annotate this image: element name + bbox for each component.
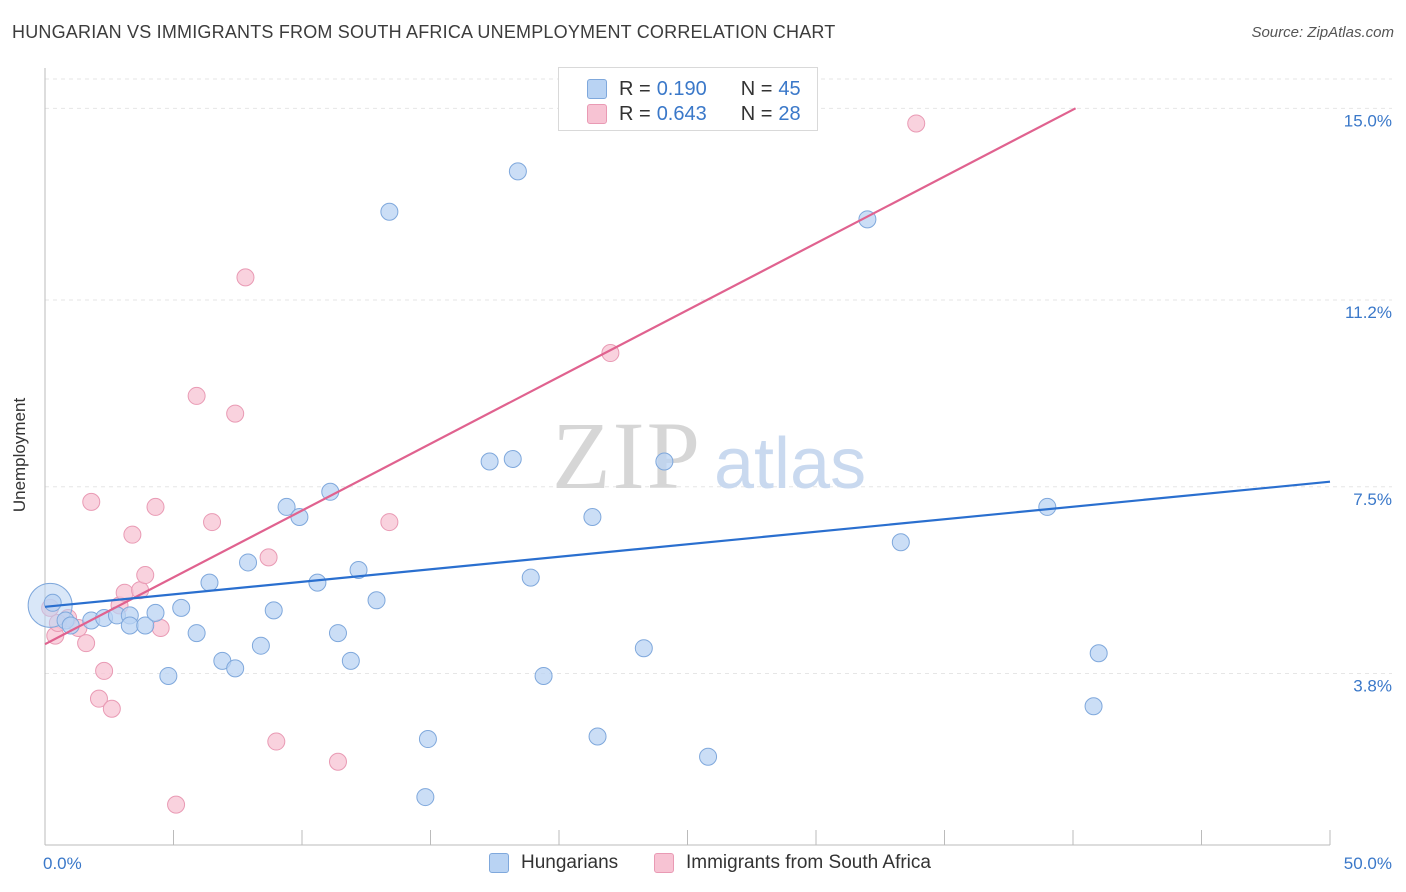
data-point [891, 533, 910, 552]
data-point [264, 601, 283, 620]
data-point [534, 666, 553, 685]
legend-item-immigrants[interactable]: Immigrants from South Africa [654, 852, 931, 874]
data-point [167, 795, 186, 814]
x-tick-label: 50.0% [1344, 854, 1392, 873]
data-point [341, 651, 360, 670]
legend-label-immigrants: Immigrants from South Africa [686, 852, 931, 873]
data-point [277, 497, 296, 516]
legend-swatch-pink [654, 853, 674, 873]
legend-item-hungarians[interactable]: Hungarians [489, 852, 618, 874]
data-point [239, 553, 258, 572]
data-point [503, 450, 522, 468]
series-legend: Hungarians Immigrants from South Africa [0, 852, 1406, 878]
data-point [120, 616, 139, 635]
data-point [236, 268, 255, 287]
correlation-legend: R = 0.190 N = 45 R = 0.643 N = 28 [558, 67, 818, 131]
grid-layer [45, 78, 1392, 674]
data-point [102, 699, 121, 718]
data-point [82, 492, 101, 511]
data-point [187, 624, 206, 643]
data-point [699, 747, 718, 766]
y-tick-label: 11.2% [1345, 303, 1392, 322]
data-point [583, 508, 602, 527]
data-point [89, 689, 108, 708]
data-point [203, 513, 222, 532]
data-point [634, 639, 653, 658]
data-point [146, 497, 165, 516]
data-point [172, 598, 191, 617]
data-point [43, 593, 62, 612]
data-point [508, 162, 527, 181]
data-point [187, 386, 206, 405]
legend-row-hungarians: R = 0.190 N = 45 [587, 76, 801, 102]
legend-n-value: 28 [778, 102, 801, 125]
y-tick-label: 15.0% [1344, 111, 1392, 130]
data-point [367, 591, 386, 610]
data-point [226, 404, 245, 423]
trend-line-immigrants [44, 107, 1077, 646]
legend-row-immigrants: R = 0.643 N = 28 [587, 101, 801, 127]
data-point [77, 634, 96, 653]
legend-swatch-pink [587, 104, 607, 124]
data-point [380, 202, 399, 221]
data-point [123, 525, 142, 544]
data-point [328, 752, 347, 771]
data-point [480, 452, 499, 471]
data-point [655, 452, 674, 471]
data-point [380, 513, 399, 532]
data-point [226, 659, 245, 678]
data-point [1089, 644, 1108, 663]
data-point [328, 624, 347, 643]
chart-title: HUNGARIAN VS IMMIGRANTS FROM SOUTH AFRIC… [12, 22, 836, 42]
data-point [1038, 497, 1057, 516]
watermark-atlas: atlas [714, 424, 866, 504]
data-point [136, 616, 155, 635]
data-point [418, 730, 437, 749]
data-point [588, 727, 607, 746]
y-tick-label: 7.5% [1353, 490, 1392, 509]
data-point [159, 666, 178, 685]
legend-n-value: 45 [778, 77, 801, 100]
data-point [1084, 697, 1103, 716]
legend-n-label: N = [740, 77, 773, 100]
data-point [416, 788, 435, 807]
tick-labels: 3.8% 7.5% 11.2% 15.0% 0.0% 50.0% [43, 111, 1392, 873]
y-tick-label: 3.8% [1353, 676, 1392, 695]
data-point [907, 114, 926, 133]
watermark-zip: ZIP [552, 402, 702, 509]
axis-layer [44, 68, 1331, 846]
data-point [136, 566, 155, 585]
legend-r-value: 0.643 [656, 102, 707, 125]
data-point [349, 561, 368, 580]
legend-r-label: R = [619, 77, 651, 100]
data-point [146, 603, 165, 622]
data-point [251, 636, 270, 655]
trend-line-hungarians [44, 480, 1331, 608]
data-point [267, 732, 286, 751]
data-point [521, 568, 540, 587]
data-point [308, 573, 327, 592]
legend-swatch-blue [489, 853, 509, 873]
series-hungarians-points [27, 162, 1108, 807]
data-point [95, 661, 114, 680]
legend-n-label: N = [740, 102, 773, 125]
source-label: Source: ZipAtlas.com [1251, 24, 1394, 41]
x-tick-label: 0.0% [43, 854, 82, 873]
legend-r-value: 0.190 [656, 77, 707, 100]
legend-swatch-blue [587, 79, 607, 99]
legend-r-label: R = [619, 102, 651, 125]
trend-lines [44, 107, 1331, 646]
data-point [151, 619, 170, 638]
y-axis-label: Unemployment [10, 397, 29, 513]
data-point [200, 573, 219, 592]
data-point [259, 548, 278, 567]
legend-label-hungarians: Hungarians [521, 852, 619, 873]
